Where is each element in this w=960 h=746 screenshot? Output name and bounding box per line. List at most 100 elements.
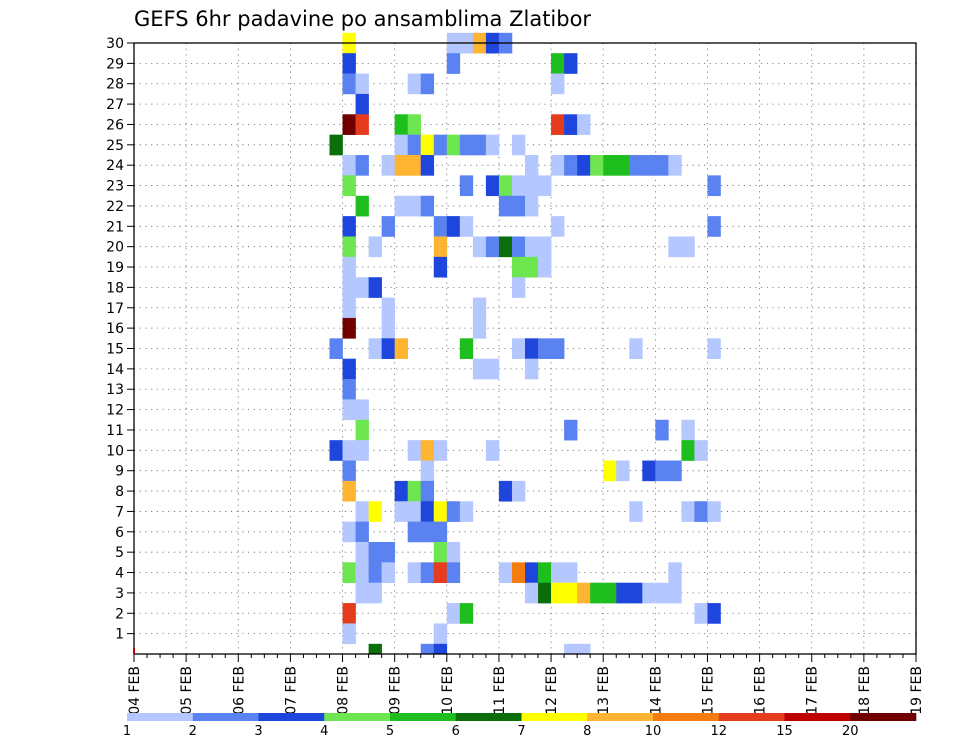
- colorbar-swatch: [718, 713, 785, 721]
- y-tick-label: 16: [106, 321, 124, 337]
- heatmap-cell: [355, 521, 369, 543]
- heatmap-cell: [498, 480, 513, 502]
- heatmap-cell: [381, 216, 395, 237]
- heatmap-cell: [538, 562, 552, 584]
- heatmap-cell: [355, 541, 369, 563]
- heatmap-cell: [642, 460, 656, 482]
- heatmap-cell: [642, 155, 656, 176]
- x-tick-label: 04 FEB: [127, 666, 143, 715]
- heatmap-cell: [342, 399, 356, 421]
- heatmap-cell: [525, 256, 539, 278]
- y-tick-label: 14: [106, 362, 124, 378]
- heatmap-cell: [459, 134, 474, 156]
- heatmap-cell: [433, 256, 448, 278]
- y-tick-label: 15: [106, 342, 124, 358]
- heatmap-cell: [472, 358, 487, 380]
- heatmap-cell: [446, 541, 461, 563]
- heatmap-cell: [420, 73, 435, 95]
- heatmap-cell: [551, 73, 565, 95]
- heatmap-cell: [342, 480, 356, 502]
- heatmap-cell: [603, 155, 617, 176]
- heatmap-cell: [433, 623, 448, 645]
- heatmap-cell: [355, 73, 369, 95]
- y-tick-label: 24: [106, 158, 124, 174]
- heatmap-cell: [564, 114, 578, 135]
- heatmap-cell: [564, 419, 578, 441]
- heatmap-cell: [616, 155, 630, 176]
- heatmap-cell: [511, 236, 526, 258]
- y-tick-label: 30: [106, 36, 124, 52]
- heatmap-cell: [459, 175, 474, 197]
- x-tick-label: 13 FEB: [596, 666, 612, 715]
- heatmap-cell: [538, 236, 552, 258]
- y-tick-label: 22: [106, 199, 124, 215]
- y-axis: 1234567891011121314151617181920212223242…: [106, 36, 134, 643]
- colorbar-label: 20: [842, 724, 859, 739]
- heatmap-cell: [420, 460, 435, 482]
- heatmap-cell: [394, 338, 408, 359]
- colorbar-swatch: [784, 713, 851, 721]
- heatmap-cell: [420, 480, 435, 502]
- colorbar-swatch: [587, 713, 654, 721]
- y-tick-label: 21: [106, 219, 124, 235]
- heatmap-cell: [407, 134, 422, 156]
- heatmap-cell: [511, 562, 526, 584]
- colorbar-swatch: [192, 713, 259, 721]
- x-tick-label: 10 FEB: [440, 666, 456, 715]
- heatmap-cell: [694, 501, 708, 522]
- x-tick-label: 15 FEB: [700, 666, 716, 715]
- heatmap-cell: [472, 134, 487, 156]
- heatmap-cell: [368, 501, 382, 522]
- heatmap-cell: [655, 419, 669, 441]
- x-tick-label: 18 FEB: [857, 666, 873, 715]
- heatmap-cell: [538, 582, 552, 604]
- heatmap-cells: [329, 32, 721, 655]
- y-tick-label: 5: [115, 545, 124, 561]
- heatmap-cell: [629, 582, 643, 604]
- colorbar-swatch: [850, 713, 917, 721]
- heatmap-cell: [342, 236, 356, 258]
- heatmap-cell: [381, 317, 395, 339]
- heatmap-cell: [538, 256, 552, 278]
- heatmap-cell: [446, 134, 461, 156]
- heatmap-cell: [420, 521, 435, 543]
- colorbar-swatch: [127, 713, 194, 721]
- heatmap-cell: [616, 582, 630, 604]
- heatmap-cell: [498, 562, 513, 584]
- heatmap-cell: [342, 521, 356, 543]
- x-tick-label: 07 FEB: [283, 666, 299, 715]
- colorbar-swatch: [653, 713, 720, 721]
- x-tick-label: 05 FEB: [179, 666, 195, 715]
- heatmap-cell: [420, 562, 435, 584]
- heatmap-cell: [420, 440, 435, 461]
- heatmap-cell: [407, 114, 422, 135]
- heatmap-cell: [551, 53, 565, 74]
- heatmap-cell: [355, 501, 369, 522]
- x-tick-label: 17 FEB: [805, 666, 821, 715]
- heatmap-cell: [668, 582, 682, 604]
- chart-title: GEFS 6hr padavine po ansamblima Zlatibor: [134, 7, 591, 31]
- heatmap-cell: [407, 440, 422, 461]
- heatmap-cell: [498, 175, 513, 197]
- heatmap-cell: [420, 501, 435, 522]
- heatmap-cell: [525, 175, 539, 197]
- y-tick-label: 28: [106, 77, 124, 93]
- colorbar-swatch: [390, 713, 457, 721]
- heatmap-cell: [394, 134, 408, 156]
- heatmap-cell: [381, 155, 395, 176]
- heatmap-cell: [551, 155, 565, 176]
- heatmap-cell: [368, 277, 382, 298]
- heatmap-cell: [616, 460, 630, 482]
- heatmap-cell: [394, 480, 408, 502]
- y-tick-label: 27: [106, 97, 124, 113]
- heatmap-cell: [355, 195, 369, 217]
- colorbar-swatch: [455, 713, 522, 721]
- heatmap-cell: [368, 541, 382, 563]
- heatmap-cell: [525, 338, 539, 359]
- colorbar-label: 3: [254, 724, 262, 739]
- heatmap-cell: [551, 216, 565, 237]
- heatmap-cell: [525, 358, 539, 380]
- heatmap-cell: [355, 582, 369, 604]
- x-tick-label: 08 FEB: [336, 666, 352, 715]
